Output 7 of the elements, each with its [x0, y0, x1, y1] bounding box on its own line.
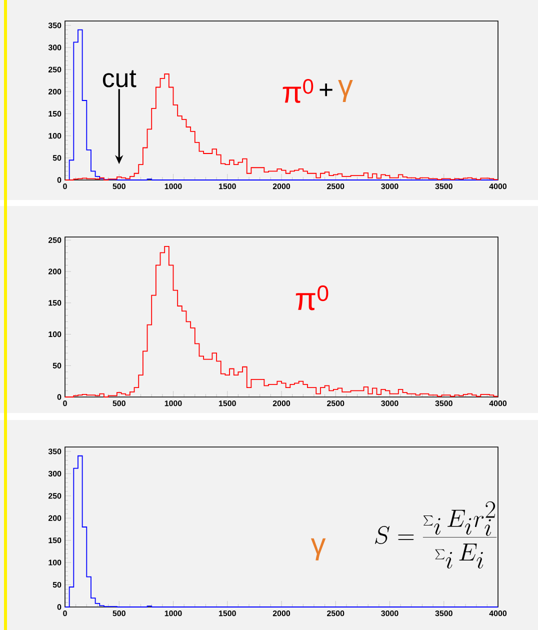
annotation: cut	[102, 70, 136, 88]
annotation: $S = \frac{\sum_i E_i r_i^2}{\sum_i E_i}$	[375, 501, 497, 568]
annotation: γ	[310, 538, 326, 560]
annotation: π$^{0}$	[296, 285, 328, 310]
annotation: π$^{0}$	[282, 79, 314, 103]
annotation: +	[320, 83, 332, 96]
annotation: γ	[338, 80, 353, 102]
